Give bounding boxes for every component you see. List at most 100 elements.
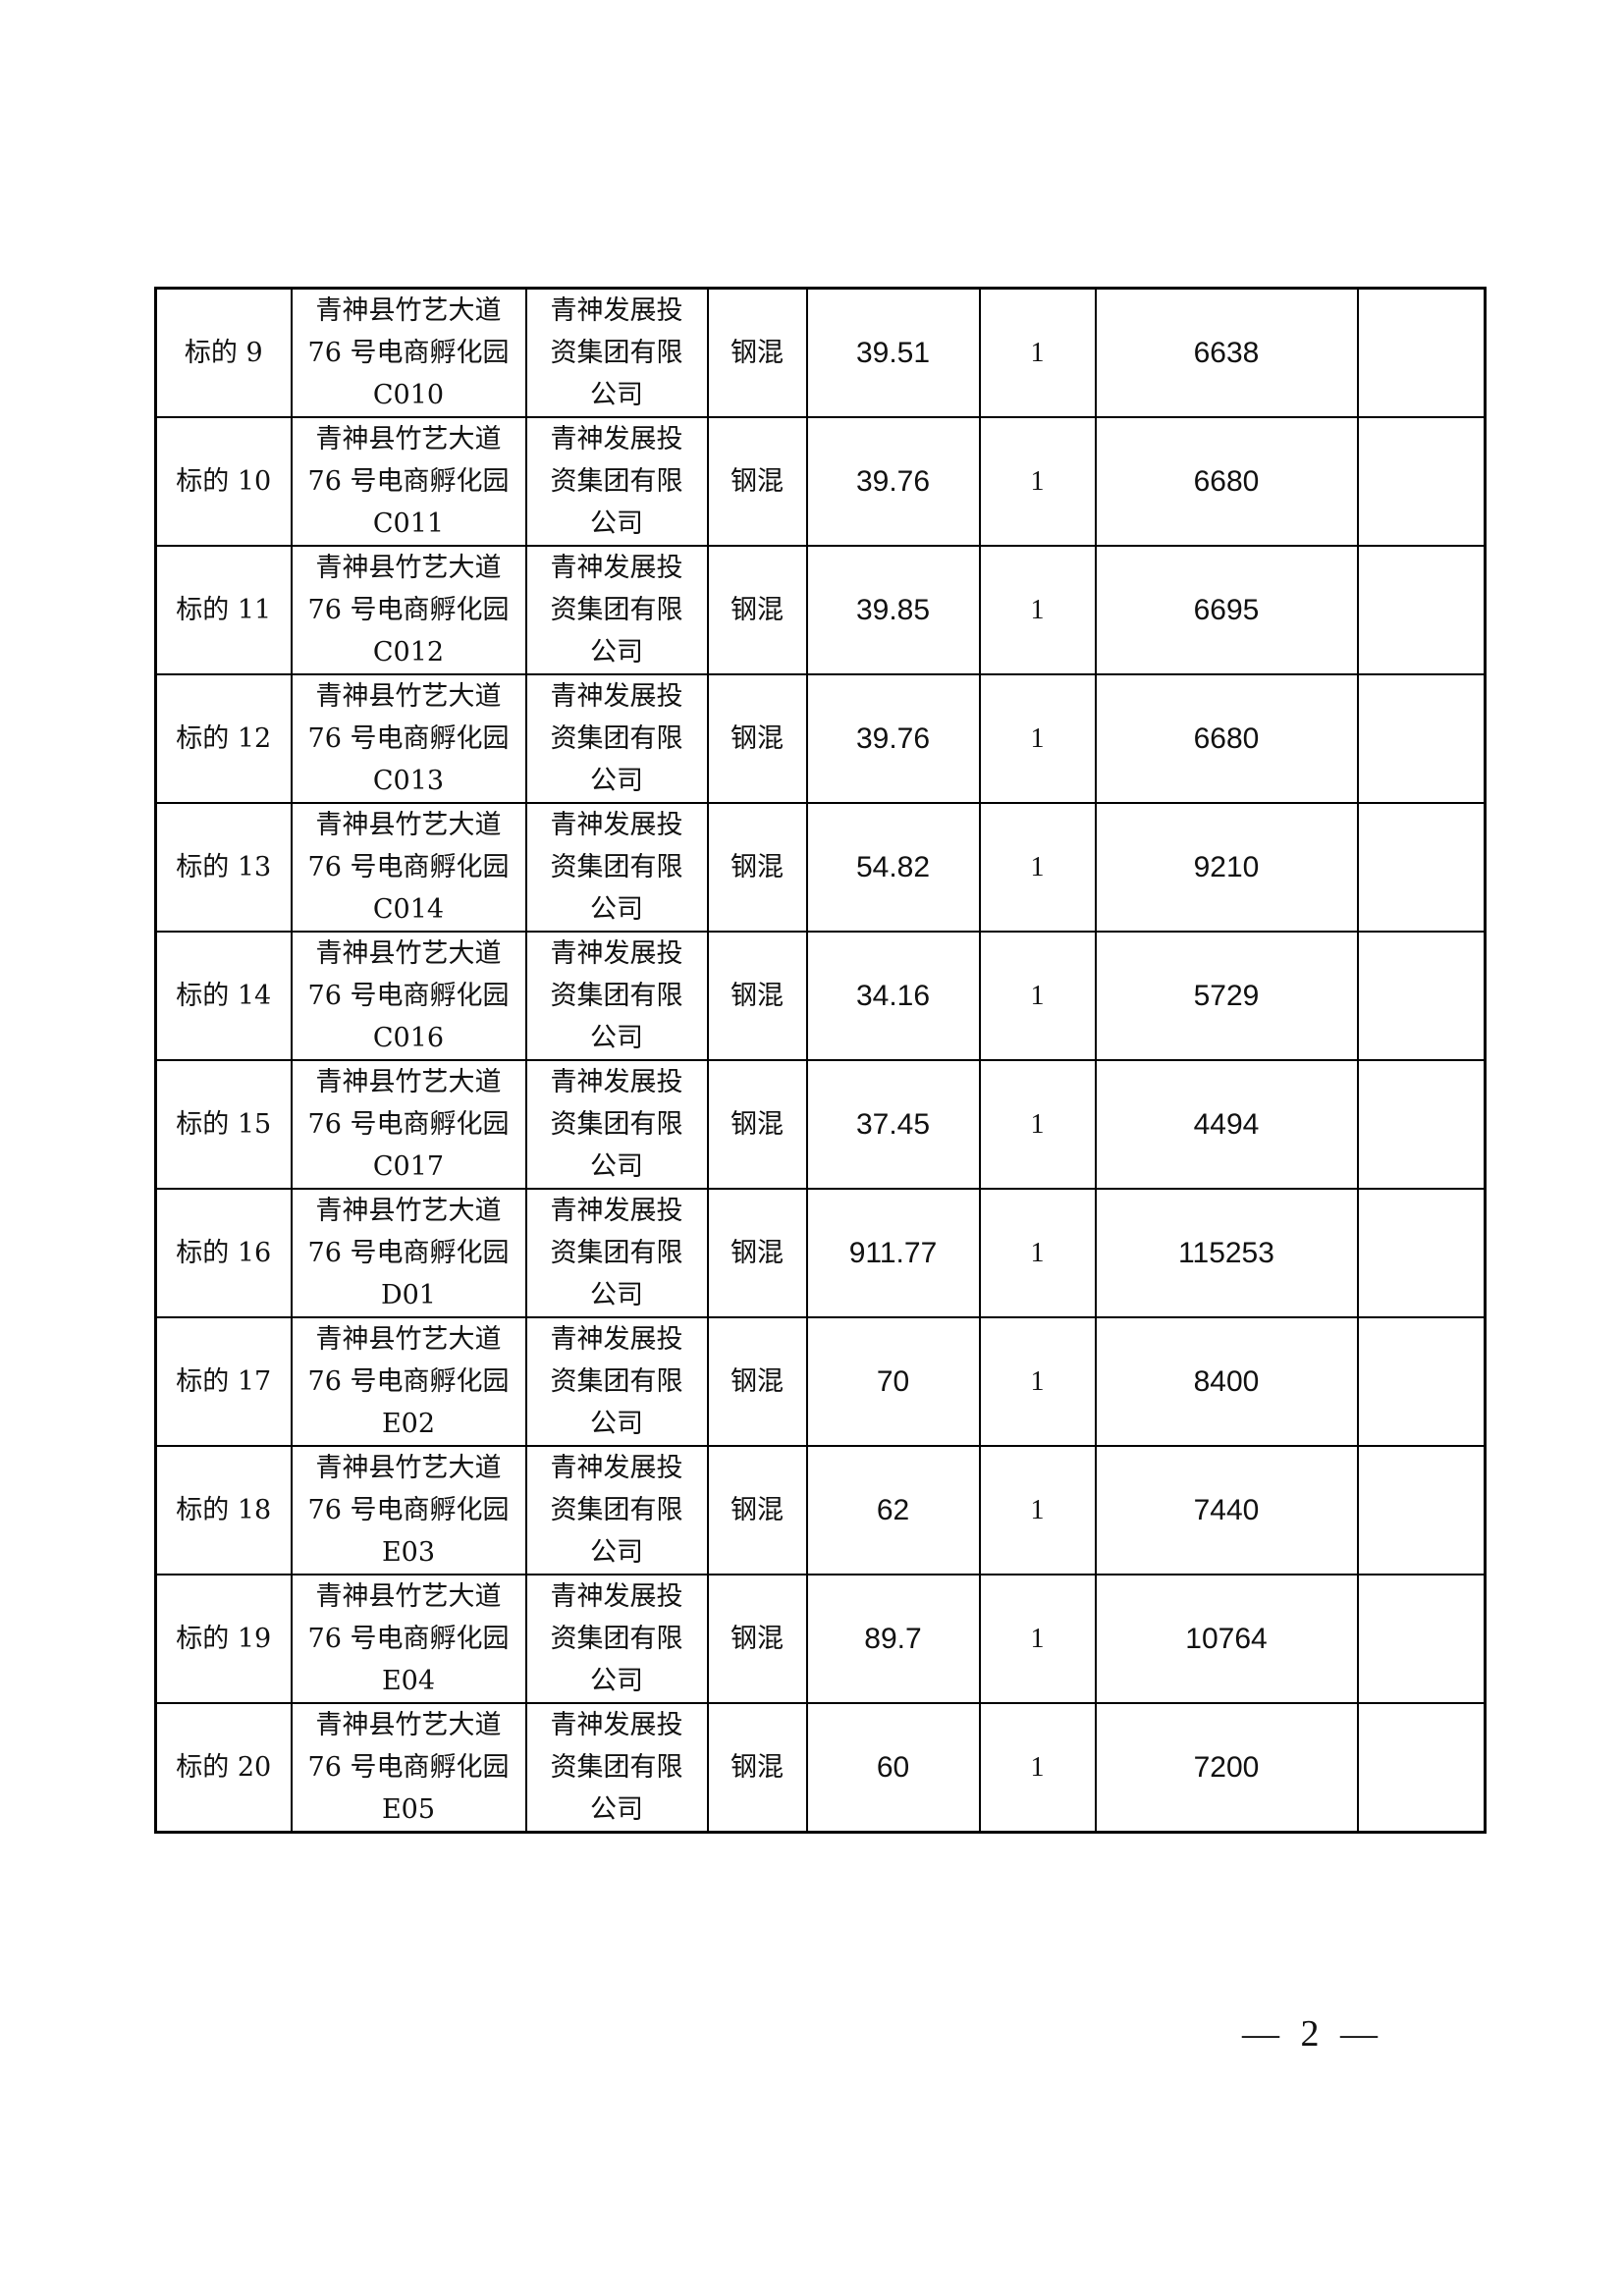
address-line: E02 xyxy=(381,1409,436,1439)
address-line: C016 xyxy=(372,1023,445,1053)
owner-cell: 青神发展投 资集团有限 公司 xyxy=(524,1574,709,1704)
owner-line: 资集团有限 xyxy=(550,1238,683,1268)
owner-cell: 青神发展投 资集团有限 公司 xyxy=(524,1188,709,1318)
owner-line: 资集团有限 xyxy=(550,723,683,754)
owner-cell: 青神发展投 资集团有限 公司 xyxy=(524,1445,709,1575)
owner-line: 公司 xyxy=(590,1666,643,1696)
table-row: 标的 13 青神县竹艺大道 76 号电商孵化园 C014 青神发展投 资集团有限 公司 钢混 5… xyxy=(154,802,1487,933)
area-cell: 39.76 xyxy=(805,416,981,547)
address-line: 76 号电商孵化园 xyxy=(307,1495,510,1525)
quantity-cell: 1 xyxy=(978,1574,1097,1704)
address-cell: 青神县竹艺大道 76 号电商孵化园 C013 xyxy=(290,673,527,804)
table-row: 标的 11 青神县竹艺大道 76 号电商孵化园 C012 青神发展投 资集团有限 公司 钢混 3… xyxy=(154,545,1487,675)
note-cell xyxy=(1356,287,1487,418)
structure-cell: 钢混 xyxy=(706,673,808,804)
address-line: 76 号电商孵化园 xyxy=(307,595,510,625)
owner-line: 青神发展投 xyxy=(550,295,683,326)
owner-line: 青神发展投 xyxy=(550,1710,683,1740)
owner-line: 资集团有限 xyxy=(550,1495,683,1525)
address-cell: 青神县竹艺大道 76 号电商孵化园 E04 xyxy=(290,1574,527,1704)
address-line: C017 xyxy=(372,1151,445,1182)
area-cell: 60 xyxy=(805,1702,981,1834)
address-cell: 青神县竹艺大道 76 号电商孵化园 C012 xyxy=(290,545,527,675)
note-cell xyxy=(1356,1574,1487,1704)
owner-line: 公司 xyxy=(590,766,643,796)
owner-line: 资集团有限 xyxy=(550,466,683,497)
area-cell: 54.82 xyxy=(805,802,981,933)
address-line: E04 xyxy=(381,1666,436,1696)
address-line: E03 xyxy=(381,1537,436,1568)
structure-cell: 钢混 xyxy=(706,1059,808,1190)
address-line: 青神县竹艺大道 xyxy=(315,1710,502,1740)
address-line: 青神县竹艺大道 xyxy=(315,1196,502,1226)
address-cell: 青神县竹艺大道 76 号电商孵化园 E02 xyxy=(290,1316,527,1447)
quantity-cell: 1 xyxy=(978,673,1097,804)
address-line: 76 号电商孵化园 xyxy=(307,1238,510,1268)
owner-line: 青神发展投 xyxy=(550,553,683,583)
address-line: E05 xyxy=(381,1794,436,1825)
quantity-cell: 1 xyxy=(978,802,1097,933)
note-cell xyxy=(1356,673,1487,804)
address-line: 76 号电商孵化园 xyxy=(307,1366,510,1397)
address-line: 青神县竹艺大道 xyxy=(315,424,502,454)
owner-line: 青神发展投 xyxy=(550,424,683,454)
price-cell: 6638 xyxy=(1094,287,1359,418)
structure-cell: 钢混 xyxy=(706,1188,808,1318)
address-line: 76 号电商孵化园 xyxy=(307,723,510,754)
address-line: 青神县竹艺大道 xyxy=(315,1324,502,1355)
note-cell xyxy=(1356,931,1487,1061)
price-cell: 7200 xyxy=(1094,1702,1359,1834)
structure-cell: 钢混 xyxy=(706,1316,808,1447)
table-row: 标的 17 青神县竹艺大道 76 号电商孵化园 E02 青神发展投 资集团有限 公司 钢混 70… xyxy=(154,1316,1487,1447)
area-cell: 89.7 xyxy=(805,1574,981,1704)
structure-cell: 钢混 xyxy=(706,1702,808,1834)
owner-line: 资集团有限 xyxy=(550,852,683,882)
structure-cell: 钢混 xyxy=(706,1445,808,1575)
owner-line: 公司 xyxy=(590,637,643,667)
address-line: 青神县竹艺大道 xyxy=(315,681,502,712)
price-cell: 6695 xyxy=(1094,545,1359,675)
note-cell xyxy=(1356,1188,1487,1318)
lot-id-cell: 标的 15 xyxy=(154,1059,293,1190)
note-cell xyxy=(1356,1445,1487,1575)
lot-id-cell: 标的 9 xyxy=(154,287,293,418)
address-line: 青神县竹艺大道 xyxy=(315,938,502,969)
address-cell: 青神县竹艺大道 76 号电商孵化园 E05 xyxy=(290,1702,527,1834)
table-row: 标的 10 青神县竹艺大道 76 号电商孵化园 C011 青神发展投 资集团有限 公司 钢混 3… xyxy=(154,416,1487,547)
lot-id-cell: 标的 16 xyxy=(154,1188,293,1318)
owner-line: 公司 xyxy=(590,1794,643,1825)
address-line: 76 号电商孵化园 xyxy=(307,1752,510,1783)
price-cell: 5729 xyxy=(1094,931,1359,1061)
table-row: 标的 15 青神县竹艺大道 76 号电商孵化园 C017 青神发展投 资集团有限 公司 钢混 3… xyxy=(154,1059,1487,1190)
structure-cell: 钢混 xyxy=(706,1574,808,1704)
price-cell: 6680 xyxy=(1094,673,1359,804)
address-cell: 青神县竹艺大道 76 号电商孵化园 E03 xyxy=(290,1445,527,1575)
owner-line: 青神发展投 xyxy=(550,1581,683,1612)
owner-cell: 青神发展投 资集团有限 公司 xyxy=(524,416,709,547)
structure-cell: 钢混 xyxy=(706,287,808,418)
structure-cell: 钢混 xyxy=(706,931,808,1061)
lot-id-cell: 标的 17 xyxy=(154,1316,293,1447)
note-cell xyxy=(1356,1059,1487,1190)
address-line: 76 号电商孵化园 xyxy=(307,466,510,497)
lot-id-cell: 标的 19 xyxy=(154,1574,293,1704)
address-cell: 青神县竹艺大道 76 号电商孵化园 C017 xyxy=(290,1059,527,1190)
owner-line: 公司 xyxy=(590,380,643,410)
price-cell: 115253 xyxy=(1094,1188,1359,1318)
address-line: C011 xyxy=(372,508,445,539)
quantity-cell: 1 xyxy=(978,1445,1097,1575)
owner-line: 青神发展投 xyxy=(550,1196,683,1226)
owner-line: 青神发展投 xyxy=(550,810,683,840)
owner-line: 青神发展投 xyxy=(550,681,683,712)
address-cell: 青神县竹艺大道 76 号电商孵化园 C014 xyxy=(290,802,527,933)
address-line: C014 xyxy=(372,894,445,925)
property-table: 标的 9 青神县竹艺大道 76 号电商孵化园 C010 青神发展投 资集团有限 公司 钢混 39… xyxy=(154,287,1487,1834)
address-line: C013 xyxy=(372,766,445,796)
owner-cell: 青神发展投 资集团有限 公司 xyxy=(524,545,709,675)
table-row: 标的 12 青神县竹艺大道 76 号电商孵化园 C013 青神发展投 资集团有限 公司 钢混 3… xyxy=(154,673,1487,804)
owner-cell: 青神发展投 资集团有限 公司 xyxy=(524,1059,709,1190)
address-line: 76 号电商孵化园 xyxy=(307,338,510,368)
owner-line: 青神发展投 xyxy=(550,1067,683,1097)
note-cell xyxy=(1356,1702,1487,1834)
address-line: 青神县竹艺大道 xyxy=(315,1581,502,1612)
